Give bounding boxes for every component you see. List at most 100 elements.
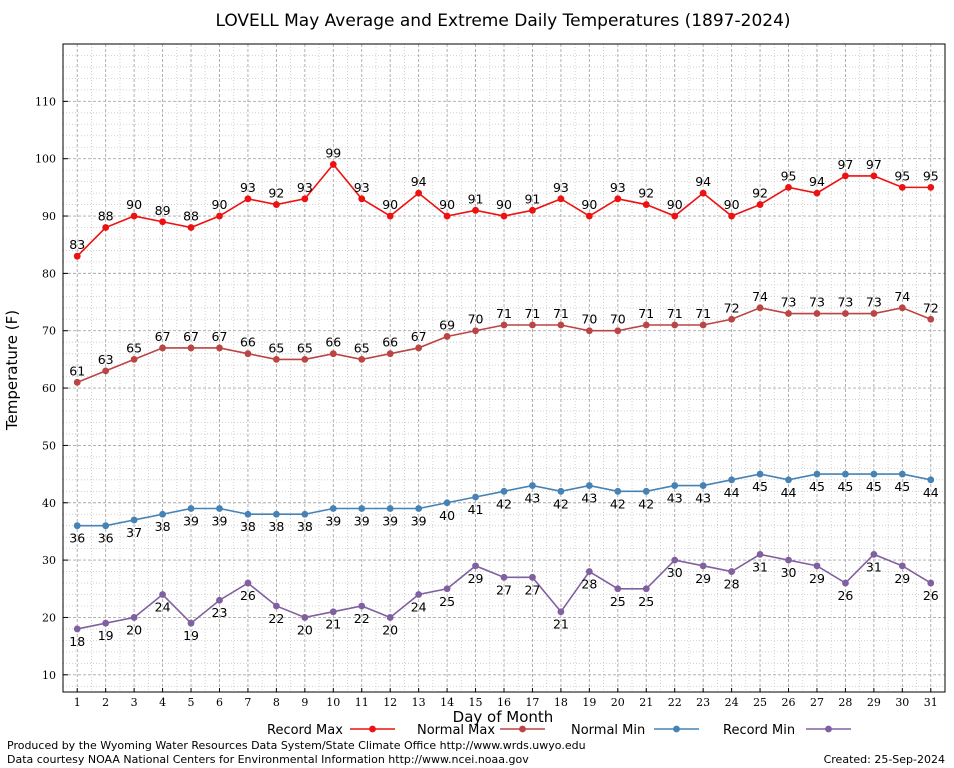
normal-min-point [301,510,309,518]
y-tick-label: 10 [42,669,56,682]
normal-min-data-label: 39 [183,513,199,528]
x-tick-label: 17 [525,696,539,709]
normal-max-point [272,355,280,363]
record-min-point [756,550,764,558]
normal-max-point [898,304,906,312]
record-max-point [898,183,906,191]
record-min-point [130,614,138,621]
record-max-point [785,183,792,191]
y-tick-label: 80 [42,267,56,280]
normal-min-data-label: 39 [354,513,370,528]
normal-max-point [187,344,195,352]
normal-max-data-label: 65 [297,340,313,355]
record-min-point [386,614,394,621]
normal-min-point [614,487,622,495]
record-max-point [415,189,423,197]
x-tick-label: 14 [440,696,454,709]
x-tick-label: 31 [924,696,938,709]
normal-max-data-label: 71 [496,306,512,321]
normal-max-data-label: 70 [610,312,626,327]
record-min-point [272,602,280,610]
record-min-data-label: 25 [439,594,455,609]
normal-max-data-label: 65 [354,340,370,355]
normal-min-point [529,482,536,489]
legend-marker-record-max [369,725,376,733]
y-tick-label: 70 [42,325,56,338]
record-min-point [671,556,679,564]
x-axis: 1 2 3 4 5 6 7 8 9 10 11 12 13 14 15 16 17 18 19 20 21 22 23 24 2… [74,688,938,709]
normal-min-point [870,470,878,478]
normal-min-data-label: 43 [667,491,683,506]
record-min-data-label: 26 [240,588,256,603]
normal-min-data-label: 44 [724,485,740,500]
record-min-data-label: 20 [297,622,313,637]
normal-min-point [557,487,565,495]
x-tick-label: 3 [131,696,138,709]
record-min-data-label: 26 [923,588,939,603]
x-tick-label: 23 [696,696,710,709]
normal-min-point [756,470,764,478]
legend: Record Max Normal Max Normal Min Record Min [267,723,851,738]
normal-max-data-label: 74 [894,289,910,304]
record-max-data-label: 92 [268,186,284,201]
normal-max-data-label: 73 [781,295,797,310]
legend-marker-normal-min [673,725,680,733]
normal-max-point [159,344,166,352]
record-max-data-label: 95 [923,168,939,183]
record-min-data-label: 28 [724,577,740,592]
normal-max-point [358,355,366,363]
normal-min-point [415,505,423,512]
normal-min-data-label: 43 [524,491,540,506]
record-max-data-label: 88 [183,209,199,224]
record-max-data-label: 83 [69,237,85,252]
record-min-data-label: 18 [69,634,85,649]
legend-label-record-max: Record Max [267,723,343,738]
normal-min-data-label: 43 [581,491,597,506]
normal-min-data-label: 45 [837,479,853,494]
normal-min-data-label: 38 [268,519,284,534]
normal-min-data-label: 44 [923,485,939,500]
record-max-point [187,224,195,231]
record-max-data-label: 93 [354,180,370,195]
normal-min-data-label: 36 [69,531,85,546]
normal-min-point [472,493,479,501]
x-tick-label: 11 [355,696,369,709]
normal-max-data-label: 70 [468,312,484,327]
record-max-point [386,212,394,220]
record-min-data-label: 25 [638,594,654,609]
x-tick-label: 1 [74,696,81,709]
normal-max-point [73,378,81,386]
record-min-point [301,614,309,621]
chart-title: LOVELL May Average and Extreme Daily Tem… [215,11,790,31]
normal-max-data-label: 70 [581,312,597,327]
record-min-data-label: 27 [524,582,540,597]
record-min-data-label: 23 [212,605,228,620]
record-min-point [102,619,110,627]
record-max-data-label: 93 [610,180,626,195]
record-max-point [529,206,536,214]
normal-max-data-label: 67 [212,329,228,344]
normal-min-point [216,505,223,512]
normal-max-point [642,321,650,329]
record-max-data-label: 90 [382,197,398,212]
normal-max-point [472,327,479,335]
normal-max-point [301,355,309,363]
normal-min-data-label: 42 [496,496,512,511]
normal-max-point [614,327,622,335]
normal-min-data-label: 39 [212,513,228,528]
record-max-point [443,212,451,220]
normal-min-data-label: 45 [866,479,882,494]
x-tick-label: 7 [244,696,251,709]
x-tick-label: 19 [582,696,596,709]
normal-max-point [785,310,792,317]
normal-max-point [529,321,536,329]
record-min-data-label: 25 [610,594,626,609]
record-min-point [870,550,878,558]
record-max-point [671,212,679,220]
normal-min-data-label: 41 [468,502,484,517]
normal-max-point [557,321,565,329]
normal-min-point [927,476,935,484]
record-min-data-label: 20 [382,622,398,637]
normal-min-data-label: 39 [325,513,341,528]
record-min-point [927,579,935,587]
